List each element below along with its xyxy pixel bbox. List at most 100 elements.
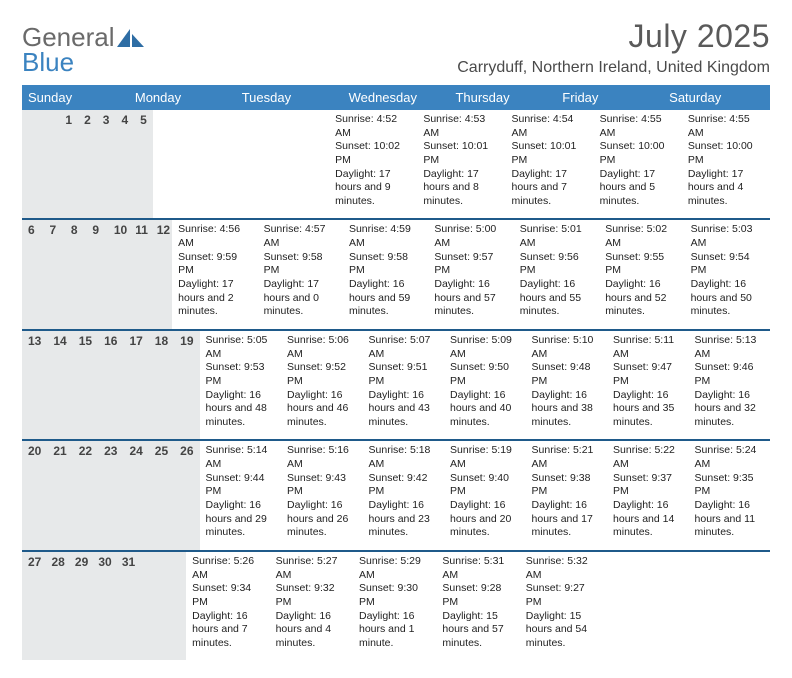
dow-thu: Thursday <box>449 85 556 110</box>
sunset: Sunset: 9:54 PM <box>691 251 764 278</box>
week-row: 0012345Sunrise: 4:52 AMSunset: 10:02 PMD… <box>22 110 770 218</box>
day-number: 8 <box>65 220 86 328</box>
sunrise: Sunrise: 4:55 AM <box>688 113 764 140</box>
day-body: Sunrise: 5:06 AMSunset: 9:52 PMDaylight:… <box>281 331 363 439</box>
day-body: Sunrise: 5:13 AMSunset: 9:46 PMDaylight:… <box>689 331 771 439</box>
sunset: Sunset: 9:52 PM <box>287 361 357 388</box>
day-body: Sunrise: 5:29 AMSunset: 9:30 PMDaylight:… <box>353 552 436 660</box>
day-number: 4 <box>115 110 134 218</box>
sunset: Sunset: 9:40 PM <box>450 472 520 499</box>
sunrise: Sunrise: 4:57 AM <box>264 223 337 250</box>
sunset: Sunset: 9:32 PM <box>276 582 347 609</box>
day-number: 10 <box>108 220 129 328</box>
week-row: 20212223242526Sunrise: 5:14 AMSunset: 9:… <box>22 439 770 549</box>
day-body: Sunrise: 4:54 AMSunset: 10:01 PMDaylight… <box>506 110 594 218</box>
sunset: Sunset: 9:34 PM <box>192 582 263 609</box>
day-number: 11 <box>129 220 150 328</box>
day-number: 31 <box>116 552 139 660</box>
sunrise: Sunrise: 5:27 AM <box>276 555 347 582</box>
sunrise: Sunrise: 5:03 AM <box>691 223 764 250</box>
sunrise: Sunrise: 5:24 AM <box>695 444 765 471</box>
daylight: Daylight: 16 hours and 43 minutes. <box>369 389 439 430</box>
sunrise: Sunrise: 4:54 AM <box>512 113 588 140</box>
sunrise: Sunrise: 5:18 AM <box>369 444 439 471</box>
day-number: 1 <box>59 110 78 218</box>
daybody-stripe: Sunrise: 5:26 AMSunset: 9:34 PM Daylight:… <box>186 552 770 660</box>
day-body: Sunrise: 5:26 AMSunset: 9:34 PMDaylight:… <box>186 552 269 660</box>
day-body: Sunrise: 5:05 AMSunset: 9:53 PMDaylight:… <box>200 331 282 439</box>
day-number: 18 <box>149 331 174 439</box>
sunrise: Sunrise: 5:22 AM <box>613 444 683 471</box>
dow-wed: Wednesday <box>343 85 450 110</box>
daylight: Daylight: 16 hours and 55 minutes. <box>520 278 593 319</box>
sunset: Sunset: 9:55 PM <box>605 251 678 278</box>
logo-sail-icon <box>117 27 145 49</box>
sunrise: Sunrise: 5:29 AM <box>359 555 430 582</box>
day-body: Sunrise: 5:24 AMSunset: 9:35 PMDaylight:… <box>689 441 771 549</box>
sunset: Sunset: 9:47 PM <box>613 361 683 388</box>
day-body: Sunrise: 5:19 AMSunset: 9:40 PMDaylight:… <box>444 441 526 549</box>
daylight: Daylight: 16 hours and 14 minutes. <box>613 499 683 540</box>
daylight: Daylight: 17 hours and 9 minutes. <box>335 168 411 209</box>
day-body: Sunrise: 4:59 AMSunset: 9:58 PMDaylight:… <box>343 220 428 328</box>
daylight: Daylight: 16 hours and 35 minutes. <box>613 389 683 430</box>
sunset: Sunset: 9:58 PM <box>264 251 337 278</box>
sunset: Sunset: 9:58 PM <box>349 251 422 278</box>
day-body: Sunrise: 5:07 AMSunset: 9:51 PMDaylight:… <box>363 331 445 439</box>
sunset: Sunset: 10:00 PM <box>600 140 676 167</box>
dow-fri: Friday <box>556 85 663 110</box>
day-number: 12 <box>151 220 172 328</box>
logo: General Blue <box>22 24 145 75</box>
week-row: 272829303100Sunrise: 5:26 AMSunset: 9:34… <box>22 550 770 660</box>
title-block: July 2025 Carryduff, Northern Ireland, U… <box>457 18 770 77</box>
day-body: Sunrise: 4:56 AMSunset: 9:59 PMDaylight:… <box>172 220 257 328</box>
daylight: Daylight: 16 hours and 50 minutes. <box>691 278 764 319</box>
calendar: Sunday Monday Tuesday Wednesday Thursday… <box>22 85 770 660</box>
sunset: Sunset: 9:46 PM <box>695 361 765 388</box>
sunrise: Sunrise: 5:26 AM <box>192 555 263 582</box>
daylight: Daylight: 16 hours and 38 minutes. <box>532 389 602 430</box>
sunset: Sunset: 10:01 PM <box>423 140 499 167</box>
sunset: Sunset: 10:01 PM <box>512 140 588 167</box>
day-body: Sunrise: 5:03 AMSunset: 9:54 PMDaylight:… <box>685 220 770 328</box>
day-number: 29 <box>69 552 92 660</box>
sunrise: Sunrise: 4:59 AM <box>349 223 422 250</box>
day-number: 27 <box>22 552 45 660</box>
sunrise: Sunrise: 5:14 AM <box>206 444 276 471</box>
day-number: 24 <box>123 441 148 549</box>
day-body: Sunrise: 5:14 AMSunset: 9:44 PMDaylight:… <box>200 441 282 549</box>
daylight: Daylight: 15 hours and 57 minutes. <box>442 610 513 651</box>
day-body: Sunrise: 5:09 AMSunset: 9:50 PMDaylight:… <box>444 331 526 439</box>
day-body: Sunrise: 4:55 AMSunset: 10:00 PMDaylight… <box>594 110 682 218</box>
sunset: Sunset: 9:57 PM <box>434 251 507 278</box>
sunrise: Sunrise: 5:13 AM <box>695 334 765 361</box>
daylight: Daylight: 16 hours and 48 minutes. <box>206 389 276 430</box>
day-number: 21 <box>47 441 72 549</box>
sunset: Sunset: 9:38 PM <box>532 472 602 499</box>
daynum-stripe: 6789101112 <box>22 220 172 328</box>
day-number: 5 <box>134 110 153 218</box>
day-body: Sunrise: 5:32 AMSunset: 9:27 PMDaylight:… <box>520 552 603 660</box>
header: General Blue July 2025 Carryduff, Northe… <box>22 18 770 77</box>
daybody-stripe: Sunrise: 4:56 AMSunset: 9:59 PMDaylight:… <box>172 220 770 328</box>
daylight: Daylight: 16 hours and 40 minutes. <box>450 389 520 430</box>
day-number: 30 <box>92 552 115 660</box>
sunrise: Sunrise: 5:00 AM <box>434 223 507 250</box>
sunset: Sunset: 9:51 PM <box>369 361 439 388</box>
sunrise: Sunrise: 5:09 AM <box>450 334 520 361</box>
sunrise: Sunrise: 5:21 AM <box>532 444 602 471</box>
day-body: Sunrise: 4:52 AMSunset: 10:02 PMDaylight… <box>329 110 417 218</box>
daylight: Daylight: 15 hours and 54 minutes. <box>526 610 597 651</box>
daylight: Daylight: 16 hours and 17 minutes. <box>532 499 602 540</box>
logo-text: General Blue <box>22 24 115 75</box>
daynum-stripe: 272829303100 <box>22 552 186 660</box>
sunset: Sunset: 9:37 PM <box>613 472 683 499</box>
day-number: 22 <box>73 441 98 549</box>
dow-sat: Saturday <box>663 85 770 110</box>
dow-mon: Monday <box>129 85 236 110</box>
sunset: Sunset: 9:28 PM <box>442 582 513 609</box>
sunrise: Sunrise: 5:11 AM <box>613 334 683 361</box>
sunset: Sunset: 9:43 PM <box>287 472 357 499</box>
daylight: Daylight: 16 hours and 57 minutes. <box>434 278 507 319</box>
day-body: Sunrise: 5:00 AMSunset: 9:57 PMDaylight:… <box>428 220 513 328</box>
